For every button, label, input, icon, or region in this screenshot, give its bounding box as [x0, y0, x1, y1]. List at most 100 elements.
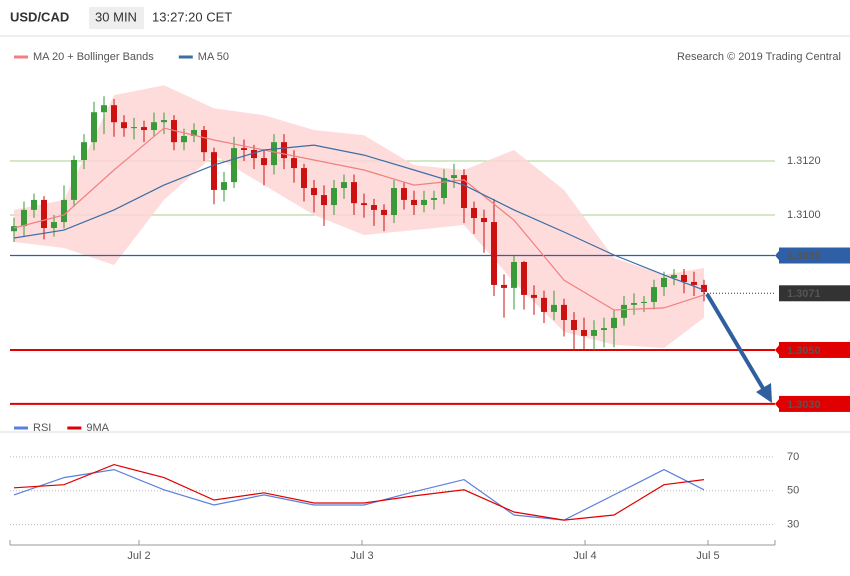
- x-tick-label: Jul 4: [573, 550, 596, 562]
- candle-body: [461, 175, 467, 209]
- candle-body: [471, 208, 477, 218]
- candle-body: [351, 182, 357, 204]
- candle-body: [531, 294, 537, 298]
- x-tick-label: Jul 3: [350, 550, 373, 562]
- legend-label: MA 20 + Bollinger Bands: [33, 51, 154, 63]
- candle-body: [651, 287, 657, 302]
- candle-body: [331, 188, 337, 206]
- level-label: 1.3085: [787, 250, 821, 262]
- legend-label: 9MA: [86, 422, 109, 434]
- forecast-arrow: [705, 292, 766, 392]
- candle-body: [551, 304, 557, 312]
- x-tick-label: Jul 2: [127, 550, 150, 562]
- candle-body: [281, 142, 287, 159]
- candle-body: [631, 303, 637, 305]
- candle-body: [191, 130, 197, 136]
- candle-body: [591, 329, 597, 336]
- candle-body: [571, 320, 577, 330]
- candle-body: [611, 317, 617, 329]
- candle-body: [171, 120, 177, 143]
- last-price-box: [779, 285, 850, 302]
- candle-body: [661, 277, 667, 288]
- legend-label: MA 50: [198, 51, 229, 63]
- level-box: [779, 395, 850, 412]
- moving-average: [13, 127, 705, 311]
- candle-body: [681, 274, 687, 282]
- candle-body: [491, 222, 497, 285]
- candle-body: [11, 226, 17, 232]
- candle-body: [511, 261, 517, 288]
- candle-body: [321, 195, 327, 206]
- candle-body: [431, 198, 437, 200]
- candle-body: [361, 203, 367, 206]
- candle-body: [291, 158, 297, 169]
- x-tick-label: Jul 5: [696, 550, 719, 562]
- level-label: 1.3030: [787, 399, 821, 411]
- candle-body: [71, 159, 77, 200]
- candle-body: [451, 175, 457, 179]
- candle-body: [121, 122, 127, 129]
- candle-body: [51, 222, 57, 228]
- candle-body: [141, 127, 147, 131]
- last-price-label: 1.3071: [787, 288, 821, 300]
- candle-body: [131, 127, 137, 129]
- candle-body: [541, 297, 547, 312]
- candle-body: [411, 199, 417, 206]
- candle-body: [41, 199, 47, 228]
- candle-body: [381, 209, 387, 216]
- candle-body: [181, 135, 187, 143]
- y-tick-label: 30: [787, 519, 799, 531]
- candle-body: [641, 301, 647, 304]
- chart-title: USD/CAD: [10, 9, 69, 24]
- candle-body: [621, 304, 627, 318]
- candle-body: [561, 304, 567, 321]
- candle-body: [311, 188, 317, 196]
- plot: 1.3100 1.3120 1.3085 1.3050 1.3030 1.3071 MA 2…: [9, 51, 850, 562]
- candle-body: [401, 188, 407, 200]
- indicator-line: [13, 463, 705, 521]
- candle-body: [301, 168, 307, 189]
- candle-body: [201, 130, 207, 153]
- candle-body: [701, 284, 707, 292]
- candle-body: [391, 188, 397, 216]
- legend-label: RSI: [33, 422, 51, 434]
- indicator-line: [13, 468, 705, 521]
- candle-body: [271, 142, 277, 166]
- price-panel: 1.3100 1.3120 1.3085 1.3050 1.3030 1.3071 MA 2…: [9, 51, 850, 562]
- candle-body: [521, 261, 527, 295]
- candle-body: [251, 149, 257, 159]
- candle-body: [671, 274, 677, 278]
- rsi-panel: 30 50 70 RSI 9MA: [10, 422, 799, 531]
- candle-body: [111, 105, 117, 123]
- y-tick-label: 70: [787, 451, 799, 463]
- level-label: 1.3050: [787, 345, 821, 357]
- candle-body: [101, 105, 107, 113]
- credit: Research © 2019 Trading Central: [677, 51, 841, 63]
- candle-body: [161, 120, 167, 123]
- candle-body: [151, 122, 157, 131]
- bollinger-band: [14, 85, 704, 349]
- candle-body: [221, 182, 227, 190]
- candle-body: [31, 199, 37, 210]
- candle-body: [241, 148, 247, 150]
- candle-body: [371, 205, 377, 210]
- level-box: [779, 247, 850, 264]
- timeframe-box: [89, 7, 144, 29]
- candle-body: [341, 182, 347, 189]
- candle-body: [421, 199, 427, 206]
- moving-average: [13, 144, 705, 291]
- candle-body: [601, 328, 607, 330]
- timeframe: 30 MIN: [95, 9, 137, 24]
- candle-body: [21, 209, 27, 227]
- candle-body: [581, 329, 587, 336]
- y-tick-label: 1.3100: [787, 209, 821, 221]
- candle-body: [261, 158, 267, 166]
- candle-body: [501, 284, 507, 288]
- candle-body: [481, 217, 487, 223]
- candle-body: [231, 148, 237, 183]
- y-tick-label: 1.3120: [787, 155, 821, 167]
- candle-body: [691, 281, 697, 285]
- candle-body: [441, 178, 447, 199]
